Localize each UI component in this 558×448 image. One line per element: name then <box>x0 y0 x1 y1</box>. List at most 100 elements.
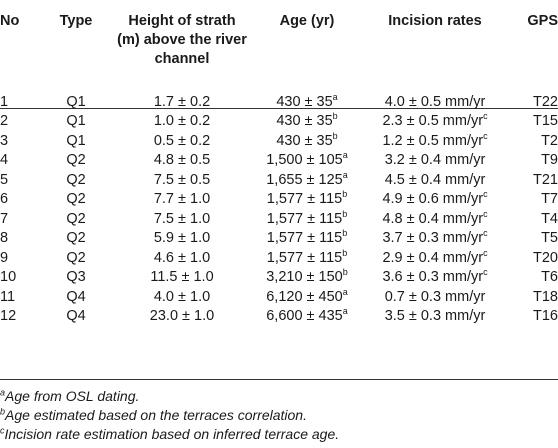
table-row: 1 Q1 1.7 ± 0.2 430 ± 35a 4.0 ± 0.5 mm/yr T22 <box>0 91 558 113</box>
incision-table: No Type Height of strath (m) above the r… <box>0 12 558 327</box>
cell-age-footnote-mark: a <box>342 169 348 180</box>
cell-no-value: 7 <box>0 210 9 227</box>
cell-age-footnote-mark: a <box>342 286 348 297</box>
cell-height: 23.0 ± 1.0 <box>116 307 248 327</box>
cell-height: 5.9 ± 1.0 <box>116 229 248 249</box>
cell-height-value: 4.6 ± 1.0 <box>153 249 211 266</box>
cell-age-footnote-mark: b <box>332 130 338 141</box>
cell-gps-value: T4 <box>541 210 558 227</box>
cell-height-value: 1.0 ± 0.2 <box>153 113 211 130</box>
cell-no: 3 <box>0 132 36 152</box>
cell-incision: 2.3 ± 0.5 mm/yrc <box>366 112 504 132</box>
footnote-b-text: Age estimated based on the terraces corr… <box>5 407 307 423</box>
cell-age: 1,577 ± 115b <box>248 247 366 269</box>
cell-age-footnote-mark: b <box>342 247 348 258</box>
cell-age: 1,577 ± 115b <box>248 208 366 230</box>
cell-type: Q1 <box>36 93 116 113</box>
cell-age-value: 1,577 ± 115 <box>266 230 343 247</box>
table-body: 1 Q1 1.7 ± 0.2 430 ± 35a 4.0 ± 0.5 mm/yr T22 2… <box>0 73 558 327</box>
cell-incision-value: 2.9 ± 0.4 mm/yr <box>382 249 484 266</box>
cell-gps: T20 <box>504 249 558 269</box>
cell-type: Q4 <box>36 307 116 327</box>
header-row: No Type Height of strath (m) above the r… <box>0 12 558 73</box>
cell-no: 8 <box>0 229 36 249</box>
cell-gps-value: T7 <box>541 191 558 208</box>
cell-height: 7.5 ± 0.5 <box>116 171 248 191</box>
cell-age-value: 1,577 ± 115 <box>266 249 343 266</box>
table-row: 8 Q2 5.9 ± 1.0 1,577 ± 115b 3.7 ± 0.3 mm/yrc… <box>0 229 558 249</box>
cell-no: 6 <box>0 190 36 210</box>
cell-gps: T21 <box>504 171 558 191</box>
cell-height: 1.7 ± 0.2 <box>116 93 248 113</box>
cell-age-footnote-mark: b <box>342 208 348 219</box>
cell-incision: 3.2 ± 0.4 mm/yr <box>366 151 504 171</box>
cell-age-footnote-mark: b <box>332 111 338 122</box>
cell-incision-value: 3.5 ± 0.3 mm/yr <box>384 308 486 325</box>
cell-age-value: 1,577 ± 115 <box>266 210 343 227</box>
cell-height: 0.5 ± 0.2 <box>116 132 248 152</box>
cell-height-value: 23.0 ± 1.0 <box>149 308 215 325</box>
cell-height: 7.5 ± 1.0 <box>116 210 248 230</box>
cell-age-value: 1,577 ± 115 <box>266 191 343 208</box>
cell-no-value: 10 <box>0 269 17 286</box>
cell-incision: 4.8 ± 0.4 mm/yrc <box>366 208 504 230</box>
cell-incision-value: 4.9 ± 0.6 mm/yr <box>382 191 484 208</box>
cell-no-value: 1 <box>0 93 9 110</box>
cell-age: 1,500 ± 105a <box>248 151 366 171</box>
cell-age-value: 430 ± 35 <box>276 113 333 130</box>
cell-incision-value: 1.2 ± 0.5 mm/yr <box>382 132 484 149</box>
header-divider <box>0 108 558 109</box>
cell-no: 11 <box>0 288 36 308</box>
cell-type: Q2 <box>36 229 116 249</box>
cell-no-value: 8 <box>0 230 9 247</box>
cell-no: 1 <box>0 93 36 113</box>
cell-height-value: 7.5 ± 1.0 <box>153 210 211 227</box>
cell-type-value: Q4 <box>66 308 86 325</box>
table-row: 3 Q1 0.5 ± 0.2 430 ± 35b 1.2 ± 0.5 mm/yrc T2 <box>0 130 558 152</box>
cell-gps: T7 <box>504 190 558 210</box>
cell-age: 430 ± 35b <box>248 112 366 132</box>
cell-gps-value: T20 <box>533 249 558 266</box>
cell-no: 12 <box>0 307 36 327</box>
cell-height: 4.6 ± 1.0 <box>116 249 248 269</box>
cell-incision: 1.2 ± 0.5 mm/yrc <box>366 131 504 152</box>
cell-gps-value: T18 <box>533 288 558 305</box>
footnote-c: cIncision rate estimation based on infer… <box>0 425 558 444</box>
cell-age: 3,210 ± 150b <box>248 268 366 288</box>
cell-age: 1,577 ± 115b <box>248 229 366 249</box>
cell-height: 4.0 ± 1.0 <box>116 288 248 308</box>
table-row: 6 Q2 7.7 ± 1.0 1,577 ± 115b 4.9 ± 0.6 mm/yrc… <box>0 190 558 210</box>
cell-no-value: 3 <box>0 132 9 149</box>
table-row: 5 Q2 7.5 ± 0.5 1,655 ± 125a 4.5 ± 0.4 mm/yr T… <box>0 169 558 191</box>
cell-age-footnote-mark: a <box>332 91 338 102</box>
cell-gps: T15 <box>504 112 558 132</box>
cell-height-value: 11.5 ± 1.0 <box>150 269 214 286</box>
cell-gps-value: T22 <box>533 93 558 110</box>
table-row: 12 Q4 23.0 ± 1.0 6,600 ± 435a 3.5 ± 0.3 mm/y… <box>0 307 558 327</box>
table-row: 7 Q2 7.5 ± 1.0 1,577 ± 115b 4.8 ± 0.4 mm/yrc… <box>0 208 558 230</box>
cell-gps-value: T6 <box>541 269 558 286</box>
cell-age-footnote-mark: a <box>342 150 348 161</box>
header-spacer <box>0 73 558 93</box>
cell-incision-value: 2.3 ± 0.5 mm/yr <box>382 113 484 130</box>
header-height: Height of strath (m) above the river cha… <box>117 13 247 67</box>
cell-gps-value: T15 <box>533 113 558 130</box>
cell-incision-value: 4.5 ± 0.4 mm/yr <box>384 171 486 188</box>
cell-type: Q2 <box>36 249 116 269</box>
cell-type-value: Q2 <box>66 152 86 169</box>
cell-no-value: 4 <box>0 152 9 169</box>
footnote-a-text: Age from OSL dating. <box>5 388 140 404</box>
cell-type-value: Q2 <box>66 210 86 227</box>
cell-height: 7.7 ± 1.0 <box>116 190 248 210</box>
cell-height-value: 1.7 ± 0.2 <box>153 93 211 110</box>
table-row: 2 Q1 1.0 ± 0.2 430 ± 35b 2.3 ± 0.5 mm/yrc T15 <box>0 112 558 132</box>
cell-incision: 2.9 ± 0.4 mm/yrc <box>366 248 504 269</box>
cell-no: 9 <box>0 249 36 269</box>
cell-type-value: Q2 <box>66 230 86 247</box>
footnotes: aAge from OSL dating. bAge estimated bas… <box>0 387 558 444</box>
cell-incision-footnote-mark: c <box>483 228 488 239</box>
cell-type: Q1 <box>36 112 116 132</box>
cell-height: 11.5 ± 1.0 <box>116 268 248 288</box>
cell-incision-footnote-mark: c <box>483 208 488 219</box>
